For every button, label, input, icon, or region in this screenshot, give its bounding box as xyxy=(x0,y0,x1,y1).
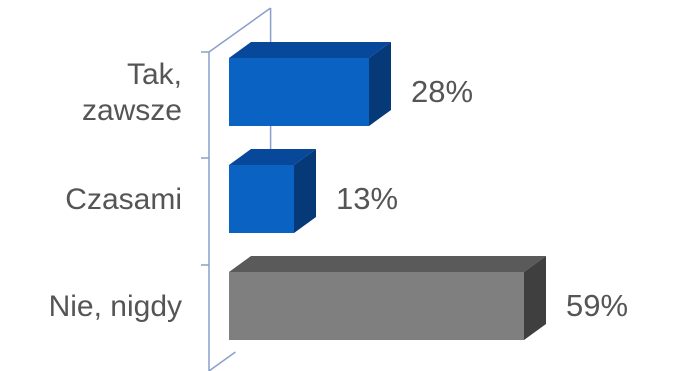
bar-3 xyxy=(229,256,546,340)
bar-side-face xyxy=(524,256,546,340)
data-label: 59% xyxy=(566,288,628,323)
bar-front-face xyxy=(229,165,294,233)
bar-2 xyxy=(229,149,316,233)
bar-side-face xyxy=(369,42,391,126)
bars-layer xyxy=(229,42,546,340)
bar-top-face xyxy=(229,42,391,58)
bar-side-face xyxy=(294,149,316,233)
y-axis-top-connector xyxy=(208,7,272,53)
category-label-line: Nie, nigdy xyxy=(49,290,182,323)
bar-top-face xyxy=(229,149,316,165)
category-label-line: Czasami xyxy=(65,183,182,216)
bar-top-face xyxy=(229,256,546,272)
data-label: 28% xyxy=(411,74,473,109)
category-label-line: Tak, xyxy=(127,58,182,91)
labels-layer: 28% Tak, zawsze 13% Czasami 59% Nie, nigdy xyxy=(49,58,628,323)
category-label: Nie, nigdy xyxy=(49,290,182,323)
bar-front-face xyxy=(229,272,524,340)
y-axis-bottom-connector xyxy=(208,351,236,371)
category-label-line: zawsze xyxy=(82,94,182,127)
bar-front-face xyxy=(229,58,369,126)
bar-1 xyxy=(229,42,391,126)
category-label: Czasami xyxy=(65,183,182,216)
data-label: 13% xyxy=(336,181,398,216)
category-label: Tak, zawsze xyxy=(82,58,182,127)
